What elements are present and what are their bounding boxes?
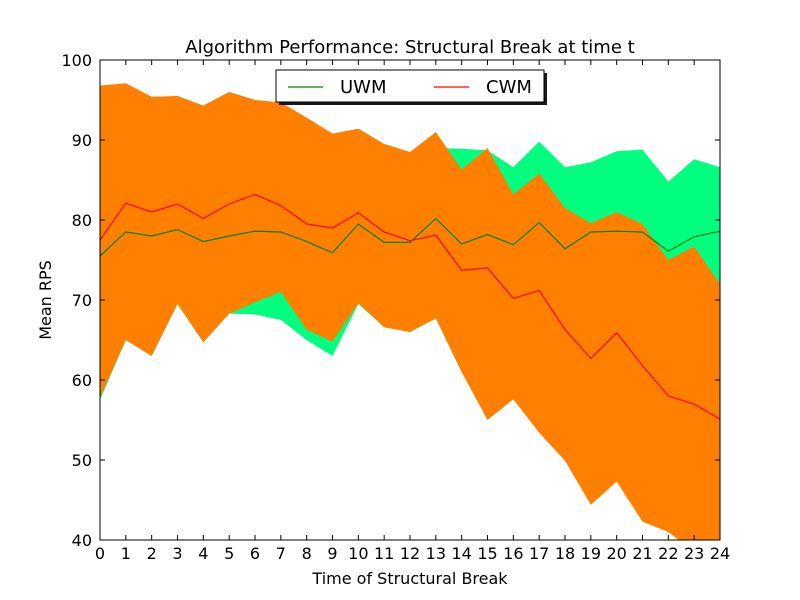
series-line-cwm	[100, 193, 720, 420]
x-tick-label: 13	[426, 544, 446, 563]
x-tick-label: 23	[684, 544, 704, 563]
x-tick-label: 4	[198, 544, 208, 563]
y-tick-label: 40	[72, 531, 92, 550]
x-tick-label: 11	[374, 544, 394, 563]
x-tick-label: 3	[172, 544, 182, 563]
x-tick-label: 17	[529, 544, 549, 563]
x-tick-label: 14	[451, 544, 471, 563]
y-tick-label: 70	[72, 291, 92, 310]
x-tick-label: 19	[581, 544, 601, 563]
band-cwm	[100, 83, 720, 540]
legend: UWM CWM	[275, 69, 547, 105]
x-tick-label: 1	[121, 544, 131, 563]
x-tick-label: 12	[400, 544, 420, 563]
y-tick-label: 80	[72, 211, 92, 230]
x-tick-label: 0	[95, 544, 105, 563]
x-tick-label: 10	[348, 544, 368, 563]
y-tick-label: 60	[72, 371, 92, 390]
y-tick-label: 90	[72, 131, 92, 150]
x-tick-label: 8	[302, 544, 312, 563]
x-tick-label: 2	[147, 544, 157, 563]
x-tick-label: 21	[632, 544, 652, 563]
x-tick-label: 15	[477, 544, 497, 563]
x-tick-label: 22	[658, 544, 678, 563]
x-tick-label: 20	[606, 544, 626, 563]
legend-label-uwm: UWM	[340, 77, 387, 98]
x-tick-label: 16	[503, 544, 523, 563]
y-tick-label: 100	[61, 51, 92, 70]
x-tick-label: 18	[555, 544, 575, 563]
series-line-uwm	[100, 217, 720, 257]
x-tick-label: 5	[224, 544, 234, 563]
y-tick-label: 50	[72, 451, 92, 470]
x-axis-label: Time of Structural Break	[311, 569, 508, 588]
chart-title: Algorithm Performance: Structural Break …	[185, 37, 634, 58]
x-tick-label: 7	[276, 544, 286, 563]
x-tick-label: 9	[327, 544, 337, 563]
x-tick-label: 6	[250, 544, 260, 563]
legend-label-cwm: CWM	[486, 77, 532, 98]
x-tick-label: 24	[710, 544, 730, 563]
y-axis-label: Mean RPS	[36, 260, 55, 340]
